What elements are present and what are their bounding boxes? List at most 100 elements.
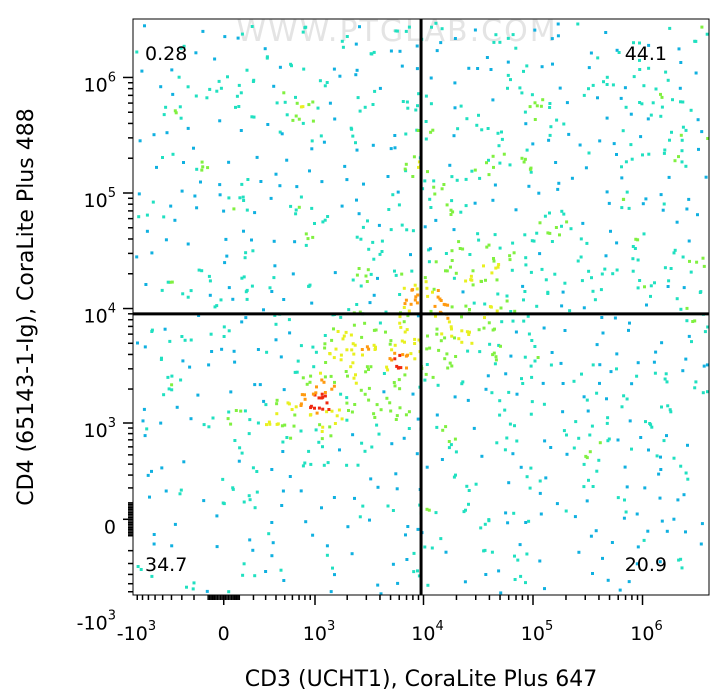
event-dot: [150, 251, 154, 255]
event-dot: [659, 455, 662, 459]
event-dot: [345, 35, 349, 38]
event-dot: [182, 161, 185, 164]
event-dot: [665, 380, 669, 384]
event-dot: [579, 255, 583, 259]
event-dot: [407, 410, 411, 414]
event-dot: [426, 294, 430, 298]
event-dot: [317, 440, 321, 444]
event-dot: [529, 364, 533, 368]
event-dot: [636, 545, 640, 549]
event-dot: [291, 272, 295, 276]
event-dot: [180, 335, 184, 338]
event-dot: [223, 35, 227, 39]
event-dot: [521, 382, 525, 385]
event-dot: [675, 220, 679, 224]
event-dot: [403, 167, 407, 171]
event-dot: [356, 463, 360, 467]
event-dot: [352, 352, 356, 356]
event-dot: [694, 380, 698, 384]
event-dot: [667, 175, 671, 179]
event-dot: [167, 387, 171, 391]
event-dot: [682, 286, 686, 290]
event-dot: [282, 388, 286, 392]
event-dot: [394, 418, 398, 421]
event-dot: [685, 306, 689, 310]
event-dot: [641, 153, 644, 157]
event-dot: [550, 351, 554, 354]
event-dot: [317, 396, 321, 400]
event-dot: [665, 434, 668, 438]
event-dot: [526, 314, 530, 318]
event-dot: [587, 151, 591, 155]
event-dot: [372, 293, 376, 297]
event-dot: [492, 165, 495, 169]
event-dot: [590, 276, 593, 280]
event-dot: [480, 280, 483, 283]
event-dot: [170, 68, 174, 72]
event-dot: [264, 403, 268, 407]
event-dot: [213, 57, 217, 61]
event-dot: [238, 196, 242, 200]
event-dot: [508, 422, 512, 426]
event-dot: [423, 179, 427, 183]
event-dot: [431, 290, 434, 294]
event-dot: [416, 417, 420, 421]
event-dot: [596, 96, 599, 100]
event-dot: [617, 51, 621, 54]
event-dot: [673, 159, 677, 163]
event-dot: [355, 68, 359, 72]
event-dot: [524, 263, 528, 267]
event-dot: [229, 390, 233, 394]
event-dot: [523, 110, 527, 114]
event-dot: [688, 259, 691, 263]
event-dot: [308, 283, 312, 287]
event-dot: [538, 221, 542, 225]
event-dot: [159, 85, 163, 89]
event-dot: [464, 508, 467, 512]
event-dot: [367, 386, 371, 390]
event-dot: [428, 247, 432, 251]
event-dot: [414, 108, 418, 112]
event-dot: [539, 104, 543, 108]
event-dot: [635, 512, 639, 516]
event-dot: [647, 152, 651, 156]
event-dot: [628, 419, 632, 423]
event-dot: [227, 196, 231, 200]
event-dot: [577, 436, 581, 440]
event-dot: [423, 276, 427, 280]
event-dot: [684, 357, 688, 361]
event-dot: [450, 199, 454, 203]
event-dot: [274, 338, 278, 342]
event-dot: [620, 405, 624, 409]
event-dot: [270, 290, 274, 293]
event-dot: [219, 86, 223, 90]
event-dot: [178, 492, 182, 496]
event-dot: [506, 521, 510, 525]
event-dot: [540, 267, 544, 271]
event-dot: [270, 468, 274, 471]
event-dot: [289, 62, 293, 66]
event-dot: [548, 106, 552, 109]
event-dot: [390, 358, 394, 362]
event-dot: [533, 359, 537, 363]
event-dot: [605, 75, 609, 79]
event-dot: [472, 301, 476, 305]
event-dot: [143, 434, 147, 438]
event-dot: [373, 89, 377, 93]
event-dot: [395, 29, 399, 33]
event-dot: [680, 160, 684, 164]
event-dot: [635, 562, 639, 566]
event-dot: [364, 274, 368, 278]
event-dot: [234, 409, 238, 412]
event-dot: [332, 496, 336, 499]
event-dot: [527, 184, 531, 188]
event-dot: [684, 530, 687, 534]
event-dot: [482, 264, 485, 268]
event-dot: [310, 147, 314, 151]
event-dot: [450, 327, 453, 331]
event-dot: [605, 397, 608, 401]
event-dot: [197, 314, 201, 317]
event-dot: [413, 342, 417, 345]
event-dot: [344, 330, 348, 334]
event-dot: [602, 80, 605, 84]
